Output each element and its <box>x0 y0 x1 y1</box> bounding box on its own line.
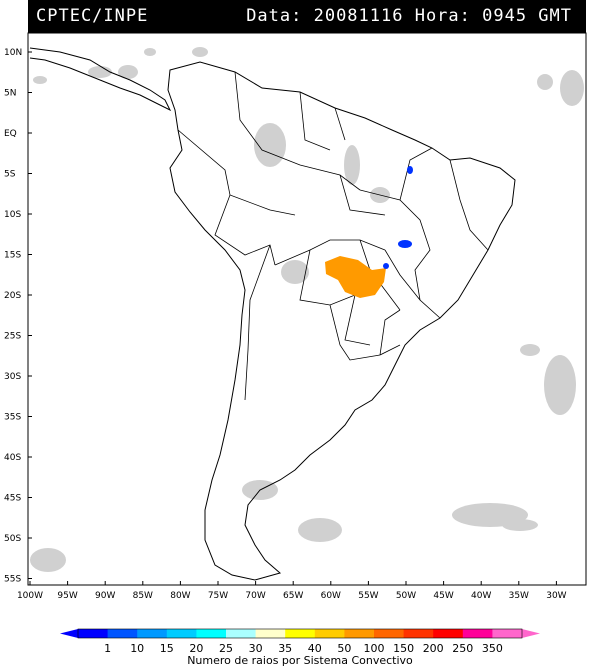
colorbar-segment <box>374 629 405 638</box>
lat-label: 55S <box>4 575 21 585</box>
colorbar-tick-label: 100 <box>364 642 385 655</box>
colorbar-tick-label: 20 <box>189 642 203 655</box>
colorbar-segment <box>462 629 493 638</box>
colorbar-tick-label: 200 <box>423 642 444 655</box>
lon-label: 90W <box>95 591 115 601</box>
lat-label: 45S <box>4 494 21 504</box>
colorbar-segment <box>166 629 197 638</box>
colorbar-tick-label: 1 <box>104 642 111 655</box>
colorbar-tick-label: 35 <box>278 642 292 655</box>
colorbar-arrow-left <box>60 629 78 638</box>
source-label: CPTEC/INPE <box>36 6 149 26</box>
colorbar-segment <box>107 629 138 638</box>
colorbar-segment <box>314 629 345 638</box>
colorbar: 1 10 15 20 25 30 35 40 50 100 150 200 250 350 <box>60 628 540 655</box>
lon-label: 35W <box>509 591 529 601</box>
south-america-coastline <box>167 61 516 581</box>
colorbar-segment <box>433 629 464 638</box>
lat-label: 20S <box>4 291 21 301</box>
lat-label: 40S <box>4 453 21 463</box>
lon-label: 80W <box>170 591 190 601</box>
colorbar-tick-label: 350 <box>482 642 503 655</box>
lon-label: 85W <box>133 591 153 601</box>
latitude-axis-labels: 10N 5N EQ 5S 10S 15S 20S 25S 30S 35S 40S 45S 50S 55S <box>4 48 32 585</box>
lon-label: 65W <box>283 591 303 601</box>
lon-label: 55W <box>358 591 378 601</box>
map-frame <box>27 32 587 586</box>
lat-label: 25S <box>4 332 21 342</box>
lat-label: 5N <box>4 89 16 99</box>
colorbar-caption: Numero de raios por Sistema Convectivo <box>187 654 413 667</box>
datetime-label: Data: 20081116 Hora: 0945 GMT <box>246 6 572 26</box>
colorbar-tick-label: 250 <box>452 642 473 655</box>
colorbar-segment <box>78 629 109 638</box>
colorbar-tick-label: 150 <box>393 642 414 655</box>
colorbar-segment <box>137 629 168 638</box>
lon-label: 75W <box>208 591 228 601</box>
longitude-axis-labels: 100W 95W 90W 85W 80W 75W 70W 65W 60W 55W 50W 45W 40W… <box>17 581 567 601</box>
lon-label: 95W <box>57 591 77 601</box>
lat-label: EQ <box>4 129 17 139</box>
country-borders <box>177 71 489 401</box>
colorbar-tick-label: 40 <box>308 642 322 655</box>
lon-label: 70W <box>245 591 265 601</box>
colorbar-segment <box>255 629 286 638</box>
colorbar-tick-label: 15 <box>160 642 174 655</box>
colorbar-segment <box>226 629 257 638</box>
colorbar-segment <box>344 629 375 638</box>
lat-label: 10S <box>4 210 21 220</box>
central-america-coastline <box>29 47 172 112</box>
map-header: CPTEC/INPE Data: 20081116 Hora: 0945 GMT <box>28 0 586 33</box>
colorbar-tick-label: 30 <box>249 642 263 655</box>
lat-label: 35S <box>4 413 21 423</box>
lat-label: 5S <box>4 170 16 180</box>
colorbar-segment <box>492 629 523 638</box>
lightning-blue-cells <box>383 166 413 269</box>
lon-label: 50W <box>396 591 416 601</box>
lightning-orange-cluster <box>325 256 386 298</box>
colorbar-tick-label: 25 <box>219 642 233 655</box>
lon-label: 60W <box>321 591 341 601</box>
colorbar-arrow-right <box>522 629 540 638</box>
colorbar-tick-label: 10 <box>130 642 144 655</box>
lon-label: 40W <box>471 591 491 601</box>
colorbar-segment <box>285 629 316 638</box>
lon-label: 100W <box>17 591 43 601</box>
lat-label: 50S <box>4 534 21 544</box>
colorbar-segment <box>403 629 434 638</box>
lon-label: 30W <box>546 591 566 601</box>
lon-label: 45W <box>433 591 453 601</box>
lat-label: 10N <box>4 48 22 58</box>
lat-label: 30S <box>4 372 21 382</box>
colorbar-tick-label: 50 <box>337 642 351 655</box>
colorbar-outline <box>77 628 523 639</box>
lat-label: 15S <box>4 251 21 261</box>
colorbar-segment <box>196 629 227 638</box>
